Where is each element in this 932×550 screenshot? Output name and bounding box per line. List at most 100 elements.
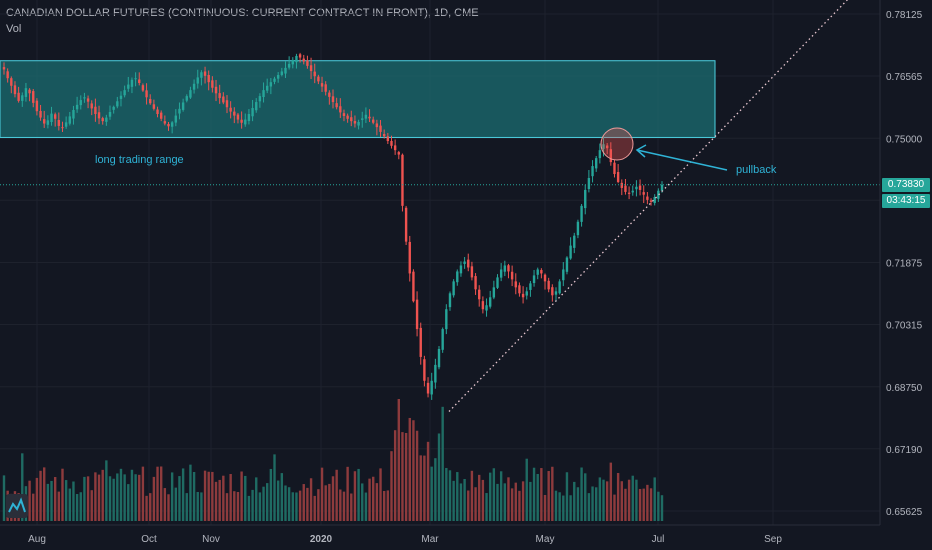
tradingview-logo-icon[interactable] xyxy=(6,494,28,518)
candle-body xyxy=(10,78,13,86)
candle-body xyxy=(181,102,185,110)
candle-body xyxy=(145,90,148,98)
candle-body xyxy=(529,283,532,290)
volume-bar xyxy=(598,477,602,521)
volume-bar xyxy=(408,417,411,521)
candle-body xyxy=(631,190,634,193)
volume-bar xyxy=(390,451,393,521)
candle-body xyxy=(503,265,507,272)
candle-body xyxy=(189,90,192,98)
volume-bar xyxy=(251,489,254,521)
candle-body xyxy=(353,121,357,124)
candle-body xyxy=(459,265,463,274)
candle-body xyxy=(6,71,9,79)
volume-bar xyxy=(181,468,185,521)
time-tick-label: Aug xyxy=(28,534,46,545)
candle-body xyxy=(185,96,188,101)
candle-body xyxy=(68,116,71,124)
candle-body xyxy=(499,269,503,278)
candle-body xyxy=(200,72,203,78)
candle-body xyxy=(382,134,386,137)
candle-body xyxy=(255,102,258,111)
candle-body xyxy=(159,112,163,119)
volume-bar xyxy=(83,476,86,521)
candle-body xyxy=(24,88,28,97)
range-label: long trading range xyxy=(95,154,184,166)
volume-bar xyxy=(540,468,543,521)
candle-body xyxy=(456,271,459,283)
candle-body xyxy=(163,121,167,124)
time-axis[interactable]: Aug Oct Nov 2020 Mar May Jul Sep xyxy=(28,534,782,545)
candle-body xyxy=(587,178,591,190)
candle-body xyxy=(532,275,536,284)
volume-bar xyxy=(448,470,452,521)
volume-bar xyxy=(342,491,346,521)
candle-body xyxy=(247,113,251,121)
volume-bar xyxy=(35,477,39,521)
candle-body xyxy=(339,106,342,113)
volume-bar xyxy=(225,493,229,521)
logo-background xyxy=(6,494,28,518)
volume-bar xyxy=(521,481,525,521)
volume-bar xyxy=(587,493,591,521)
volume-bar xyxy=(196,491,199,521)
candle-body xyxy=(521,293,525,298)
volume-bar xyxy=(200,492,203,521)
candle-body xyxy=(423,359,426,381)
last-price-tag: 0.73830 xyxy=(882,178,930,192)
volume-bar xyxy=(488,472,492,521)
volume-bar xyxy=(602,479,605,521)
candle-body xyxy=(412,271,415,302)
volume-bar xyxy=(156,466,159,521)
volume-bar xyxy=(317,489,320,521)
volume-bar xyxy=(203,470,207,521)
time-tick-label: Oct xyxy=(141,534,157,545)
volume-bar xyxy=(627,479,631,521)
candle-body xyxy=(203,71,207,76)
time-tick-label: Nov xyxy=(202,534,220,545)
volume-bar xyxy=(86,476,90,521)
volume-bar xyxy=(543,494,547,521)
volume-bar xyxy=(134,474,137,521)
volume-bar xyxy=(459,483,463,521)
pullback-arrow-shaft xyxy=(636,149,728,171)
trendline[interactable] xyxy=(448,0,874,412)
volume-bar xyxy=(178,476,181,521)
candle-body xyxy=(291,59,294,65)
volume-bar xyxy=(456,472,459,521)
volume-bar xyxy=(284,485,287,521)
volume-bar xyxy=(573,481,576,521)
volume-bar xyxy=(605,481,609,521)
price-axis[interactable]: 0.781250.765650.750000.734400.718750.703… xyxy=(886,10,923,518)
candle-body xyxy=(138,79,141,83)
volume-bar xyxy=(507,477,510,521)
candle-body xyxy=(258,96,262,102)
candle-body xyxy=(83,97,86,99)
volume-bar xyxy=(350,493,353,521)
price-tick-label: 0.75000 xyxy=(886,134,923,145)
candle-body xyxy=(635,186,638,190)
candle-body xyxy=(64,122,68,127)
candle-body xyxy=(214,86,218,94)
volume-bar xyxy=(485,493,488,521)
volume-bar xyxy=(43,467,46,521)
volume-bar xyxy=(298,490,302,521)
volume-bar xyxy=(562,495,565,521)
candle-body xyxy=(375,123,379,128)
volume-bar xyxy=(123,474,126,521)
candle-body xyxy=(32,91,35,103)
candle-body xyxy=(266,85,269,91)
candle-body xyxy=(605,145,609,149)
candle-body xyxy=(225,100,229,108)
candle-body xyxy=(390,140,393,146)
candle-body xyxy=(540,270,543,274)
candle-body xyxy=(123,90,126,96)
time-tick-label: Sep xyxy=(764,534,782,545)
volume-bar xyxy=(532,467,536,521)
time-tick-label: 2020 xyxy=(310,534,333,545)
candle-body xyxy=(657,190,660,199)
candle-body xyxy=(518,285,521,294)
volume-bar xyxy=(620,481,623,521)
volume-bar xyxy=(320,467,324,521)
